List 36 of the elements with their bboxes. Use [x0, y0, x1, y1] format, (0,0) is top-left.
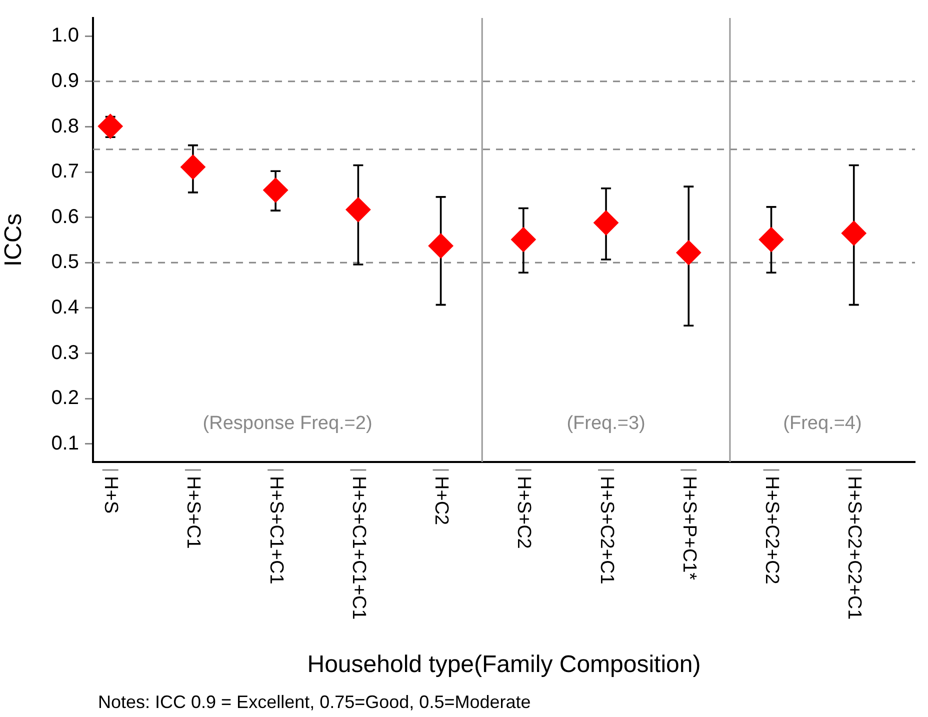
x-tick-label: H+S+C2+C1: [596, 476, 617, 584]
y-tick-label: 0.3: [51, 342, 79, 364]
x-tick-label: H+S+C2: [513, 476, 534, 549]
y-tick-label: 0.5: [51, 251, 79, 274]
y-tick-label: 0.9: [51, 70, 79, 92]
point: [180, 154, 206, 180]
y-axis-title: ICCs: [0, 213, 28, 267]
annotation: (Freq.=4): [783, 413, 862, 434]
x-tick-label: H+S+C1+C1+C1: [348, 476, 369, 620]
x-axis-title: Household type(Family Composition): [307, 651, 701, 678]
y-tick-label: 0.6: [51, 206, 79, 228]
x-tick-label: H+S: [100, 476, 122, 514]
point: [428, 233, 454, 258]
y-tick-label: 0.8: [51, 115, 79, 138]
point: [510, 227, 536, 252]
x-tick-label: H+S+C2+C2+C1: [844, 476, 865, 620]
x-tick-label: H+S+P+C1*: [678, 476, 700, 581]
annotation: (Response Freq.=2): [202, 413, 372, 434]
y-tick-label: 0.2: [51, 387, 79, 410]
y-tick-label: 0.7: [51, 160, 79, 183]
y-tick-label: 1.0: [51, 24, 79, 47]
x-tick-label: H+C2: [430, 476, 452, 526]
annotation: (Freq.=3): [566, 413, 646, 434]
x-tick-label: H+S+C1+C1: [265, 476, 286, 584]
x-tick-label: H+S+C1: [182, 476, 204, 549]
point: [98, 114, 123, 139]
point: [841, 220, 866, 246]
point: [263, 178, 288, 203]
point: [346, 197, 371, 222]
point: [676, 240, 702, 266]
text: Notes: ICC 0.9 = Excellent, 0.75=Good, 0.5=Moderate: [98, 692, 531, 713]
y-tick-label: 0.1: [51, 432, 79, 454]
y-tick-label: 0.4: [51, 296, 79, 318]
x-tick-label: H+S+C2+C2: [761, 476, 782, 584]
point: [758, 227, 784, 252]
point: [594, 210, 619, 236]
